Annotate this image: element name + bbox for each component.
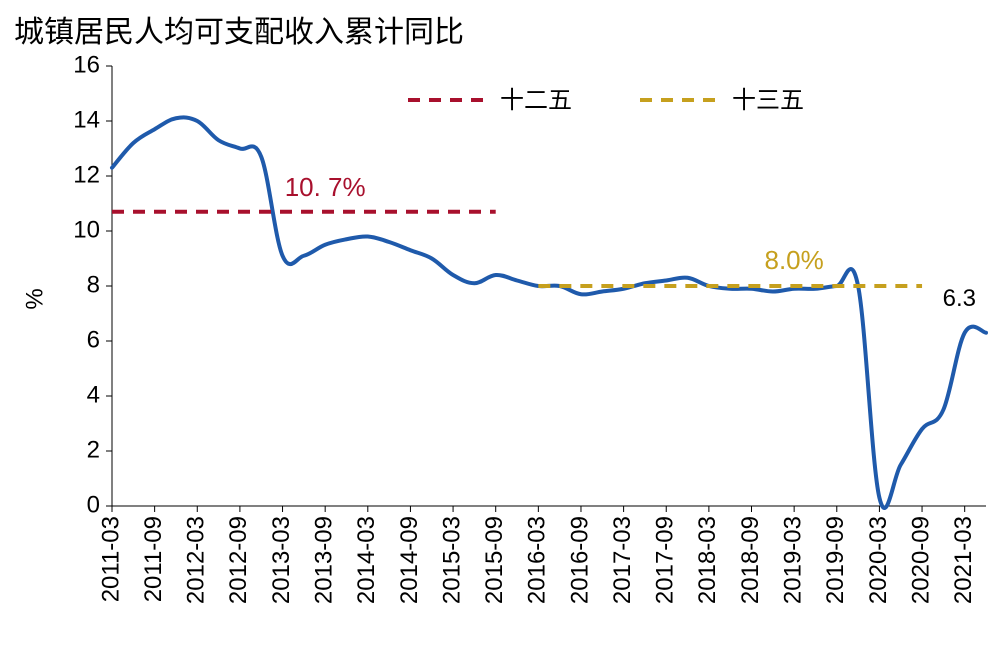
annotation-8-0: 8.0% [765,245,824,275]
x-tick-label: 2011-03 [97,516,124,602]
x-tick-label: 2012-09 [225,516,252,604]
x-tick-label: 2019-03 [779,516,806,604]
end-value-label: 6.3 [943,285,976,312]
chart-title: 城镇居民人均可支配收入累计同比 [14,15,464,50]
x-tick-label: 2018-09 [737,516,764,604]
x-tick-label: 2016-03 [524,516,551,604]
x-tick-label: 2011-09 [140,516,167,602]
plot-lines [110,115,988,510]
x-tick-label: 2012-03 [183,516,210,604]
x-tick-label: 2020-09 [907,516,934,604]
legend-label-十二五: 十二五 [500,86,572,114]
x-tick-label: 2013-03 [268,516,295,604]
y-tick-label: 6 [87,326,100,353]
x-axis-ticks: 2011-03 2011-09 2012-03 2012-09 2013-03 2013-… [97,506,977,604]
y-tick-label: 0 [87,491,100,518]
y-tick-label: 16 [73,51,100,78]
y-tick-label: 12 [73,161,100,188]
y-tick-label: 14 [73,106,100,133]
y-tick-label: 4 [87,381,100,408]
y-axis-ticks: 0 2 4 6 8 10 12 14 16 [73,51,112,518]
x-tick-label: 2016-09 [566,516,593,604]
y-tick-label: 8 [87,271,100,298]
x-tick-label: 2020-03 [865,516,892,604]
x-tick-label: 2019-09 [822,516,849,604]
x-tick-label: 2017-03 [609,516,636,604]
x-tick-label: 2014-09 [396,516,423,604]
x-tick-label: 2015-09 [481,516,508,604]
x-tick-label: 2021-03 [950,516,977,604]
x-tick-label: 2017-09 [652,516,679,604]
y-tick-label: 2 [87,436,100,463]
annotation-10-7: 10. 7% [285,172,366,202]
x-tick-label: 2015-03 [438,516,465,604]
y-tick-label: 10 [73,216,100,243]
series-line-main [110,115,988,510]
legend-label-十三五: 十三五 [732,86,804,114]
x-tick-label: 2013-09 [311,516,338,604]
x-tick-label: 2018-03 [694,516,721,604]
y-axis-label: % [21,288,48,309]
x-tick-label: 2014-03 [353,516,380,604]
legend: 十二五 十三五 [408,86,804,114]
